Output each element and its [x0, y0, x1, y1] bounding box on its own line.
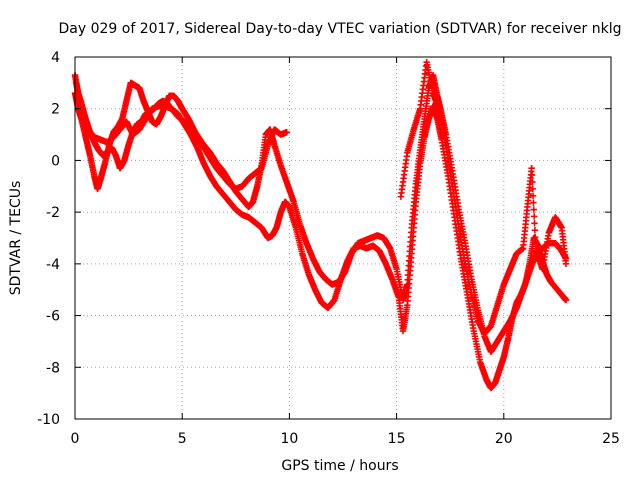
data-point [529, 178, 536, 186]
plot-frame [74, 56, 612, 420]
data-point [532, 240, 539, 248]
data-point [532, 233, 539, 241]
y-tick-label: 2 [51, 102, 60, 118]
plot-area [71, 58, 570, 392]
x-tick-label: 20 [495, 431, 513, 447]
data-point [529, 185, 536, 193]
y-axis-label: SDTVAR / TECUs [8, 181, 24, 296]
y-tick-label: -10 [37, 412, 60, 428]
data-point [562, 260, 570, 268]
data-point [530, 206, 538, 213]
x-tick-label: 0 [71, 431, 80, 447]
y-tick-label: 4 [51, 50, 60, 66]
data-point [529, 192, 537, 199]
y-tick-label: 0 [51, 153, 60, 169]
series-3 [72, 58, 570, 337]
data-point [528, 171, 536, 179]
x-axis-label: GPS time / hours [281, 458, 398, 474]
chart-title: Day 029 of 2017, Sidereal Day-to-day VTE… [59, 21, 622, 37]
x-tick-label: 5 [178, 431, 187, 447]
data-point [283, 129, 290, 136]
x-tick-label: 10 [280, 431, 298, 447]
data-point [531, 220, 538, 227]
data-point [531, 227, 539, 234]
y-tick-label: -4 [46, 257, 60, 273]
data-point [528, 164, 535, 172]
data-point [530, 199, 537, 206]
data-point [530, 213, 538, 220]
y-tick-label: -2 [46, 205, 60, 221]
y-tick-label: -8 [46, 360, 60, 376]
x-tick-label: 25 [602, 431, 620, 447]
data-point [562, 296, 570, 304]
y-tick-label: -6 [46, 309, 60, 325]
x-tick-label: 15 [388, 431, 406, 447]
